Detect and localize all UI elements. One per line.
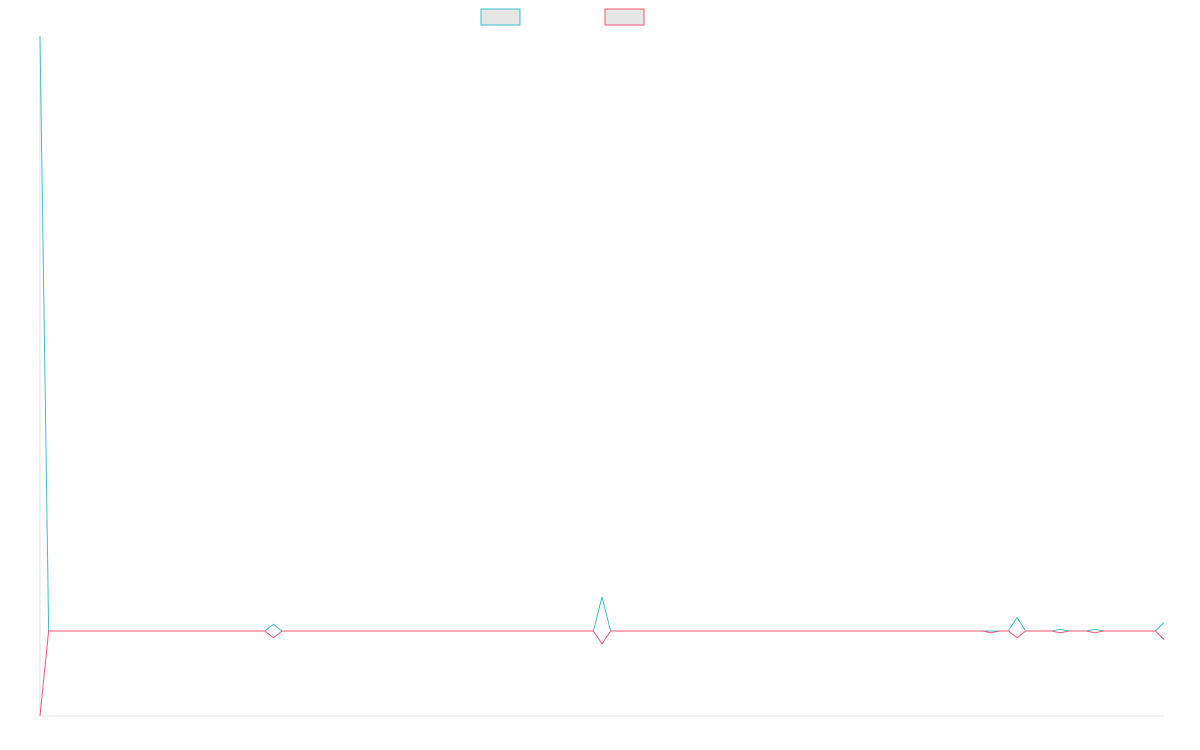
legend[interactable] bbox=[480, 8, 645, 26]
series-1-line bbox=[39, 35, 1165, 632]
legend-swatch-series-1[interactable] bbox=[480, 8, 521, 26]
series-2-line bbox=[39, 630, 1165, 717]
plot-area bbox=[39, 35, 1165, 717]
legend-swatch-series-2[interactable] bbox=[604, 8, 645, 26]
